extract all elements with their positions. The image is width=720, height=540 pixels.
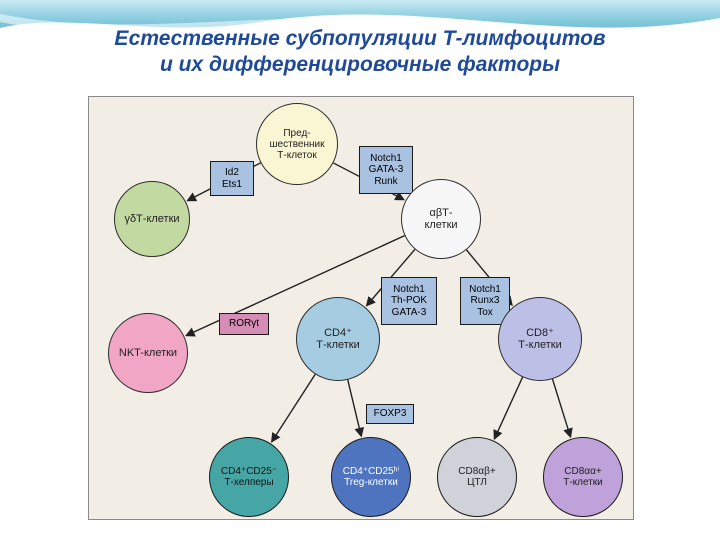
title-line2: и их дифференцировочные факторы bbox=[160, 53, 560, 76]
factor-notch1b: Notch1Th-POKGATA-3 bbox=[381, 277, 437, 325]
node-cd4: CD4⁺Т-клетки bbox=[296, 297, 380, 381]
node-treg: CD4⁺CD25ʰⁱTreg-клетки bbox=[331, 437, 411, 517]
edge bbox=[272, 374, 315, 441]
factor-rorgt: RORγt bbox=[219, 313, 269, 335]
page-title: Естественные субпопуляции Т-лимфоцитов и… bbox=[0, 26, 720, 79]
factor-foxp3: FOXP3 bbox=[366, 404, 414, 424]
edge bbox=[348, 380, 361, 436]
edge bbox=[552, 379, 570, 437]
factor-notch1a: Notch1GATA-3Runk bbox=[359, 146, 413, 194]
node-nkt: NKT-клетки bbox=[108, 313, 188, 393]
diagram-frame: Id2Ets1 Notch1GATA-3Runk RORγt Notch1Th-POK… bbox=[88, 96, 634, 520]
factor-id2: Id2Ets1 bbox=[210, 161, 254, 196]
node-gdT: γδТ-клетки bbox=[114, 181, 190, 257]
node-cd8: CD8⁺Т-клетки bbox=[498, 297, 582, 381]
node-cd8aa: CD8αα+Т-клетки bbox=[543, 437, 623, 517]
edge bbox=[494, 377, 522, 439]
title-line1: Естественные субпопуляции Т-лимфоцитов bbox=[114, 27, 605, 50]
node-cd4cd25neg: CD4⁺CD25⁻Т-хелперы bbox=[209, 437, 289, 517]
node-abT: αβТ-клетки bbox=[401, 179, 481, 259]
node-precursor: Пред-шественникТ-клеток bbox=[256, 103, 338, 185]
node-cd8ab: CD8αβ+ЦТЛ bbox=[437, 437, 517, 517]
